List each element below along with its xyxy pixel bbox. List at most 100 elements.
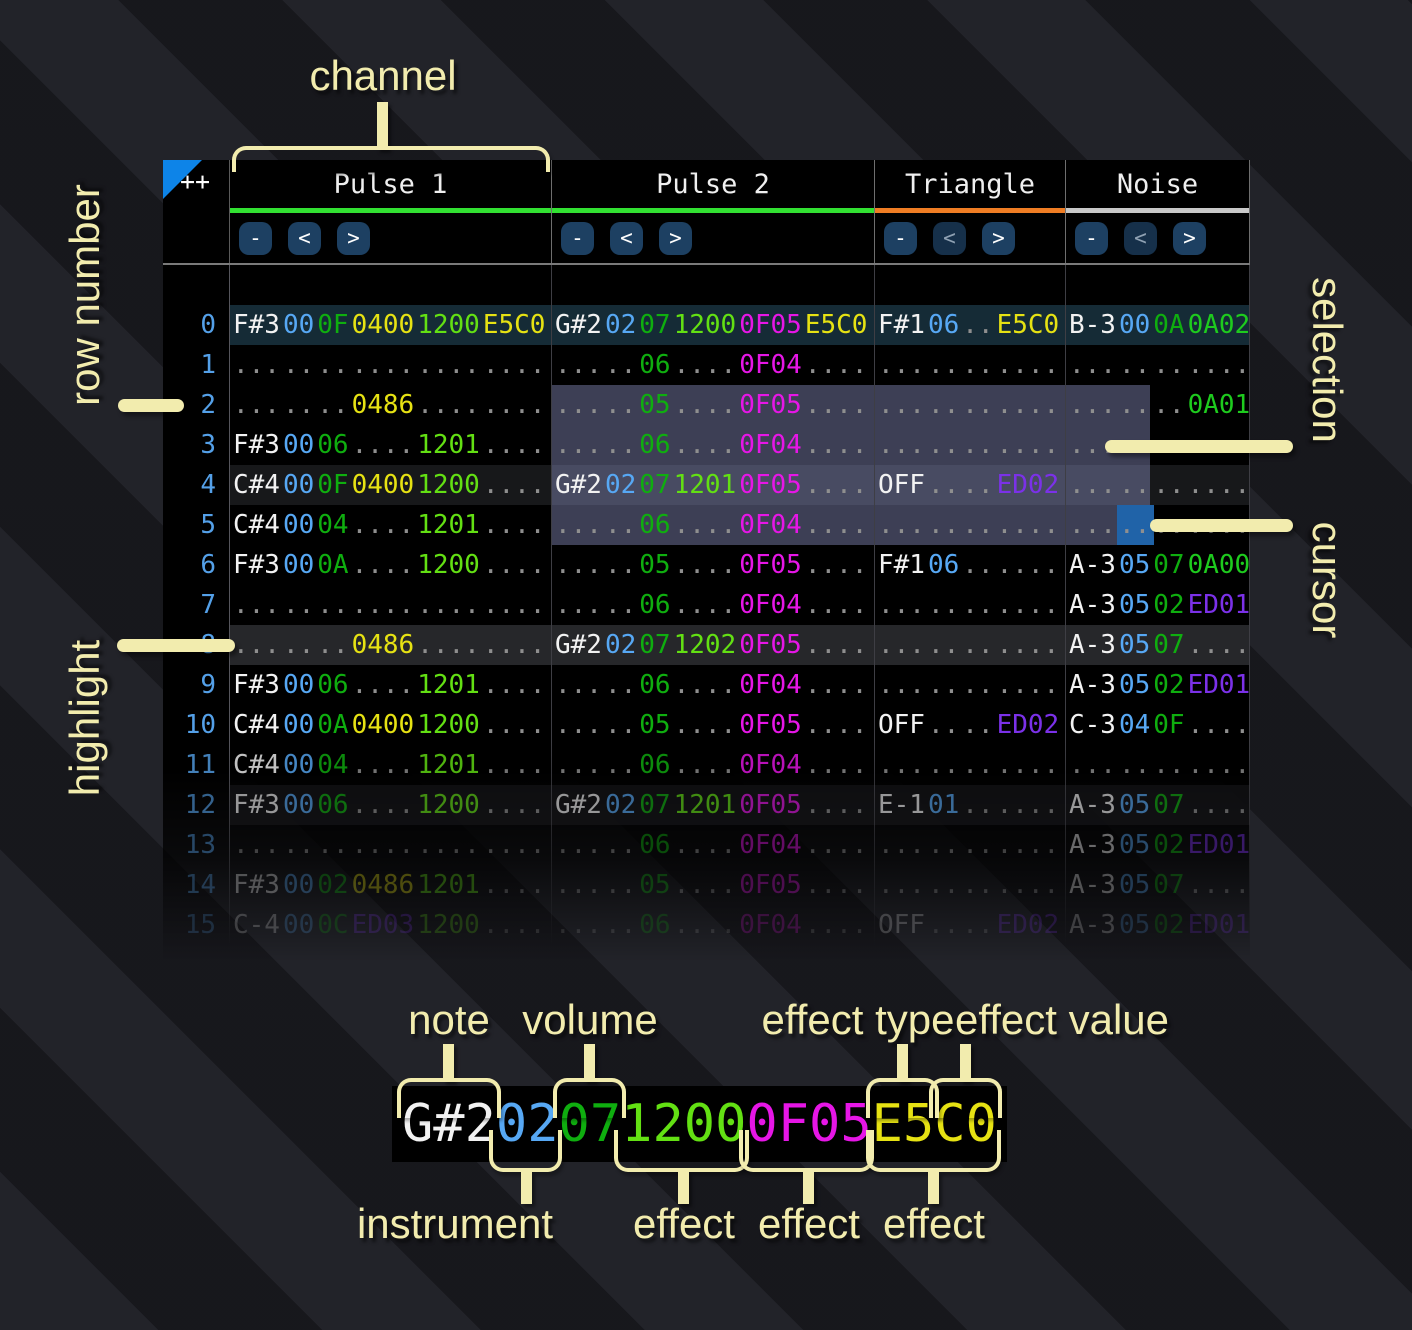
pattern-field[interactable]: .... (804, 830, 868, 860)
pattern-field[interactable]: .... (673, 830, 737, 860)
pattern-field[interactable]: .... (1187, 790, 1250, 820)
pattern-field[interactable]: .... (804, 910, 868, 940)
pattern-field[interactable]: 0F05 (739, 710, 802, 740)
pattern-field[interactable]: 02 (604, 310, 637, 340)
pattern-field[interactable]: .. (317, 830, 349, 860)
pattern-field[interactable]: .. (282, 590, 315, 620)
pattern-field[interactable]: 0A (317, 710, 349, 740)
pattern-field[interactable]: 05 (639, 550, 671, 580)
pattern-field[interactable]: .. (1153, 750, 1185, 780)
pattern-cell-p1[interactable]: ....... 0486........ (230, 625, 552, 665)
pattern-field[interactable]: .. (962, 750, 994, 780)
pattern-field[interactable]: .. (962, 910, 994, 940)
pattern-field[interactable]: 06 (317, 670, 349, 700)
pattern-field[interactable]: .. (317, 590, 349, 620)
pattern-field[interactable]: .... (482, 910, 546, 940)
pattern-cell-p1[interactable]: F#3 00 0A.... 1200.... (230, 545, 552, 585)
pattern-field[interactable]: .... (673, 510, 737, 540)
pattern-field[interactable]: .... (804, 670, 868, 700)
pattern-field[interactable]: .. (927, 750, 960, 780)
pattern-cell-t[interactable]: ........... (875, 745, 1066, 785)
pattern-field[interactable]: C#4 (233, 750, 280, 780)
pattern-cell-no[interactable]: A-3 05 02 ED01 (1066, 665, 1250, 705)
pattern-field[interactable]: 0F05 (739, 470, 802, 500)
pattern-field[interactable]: 00 (282, 670, 315, 700)
pattern-field[interactable]: ... (878, 750, 925, 780)
pattern-cell-no[interactable]: A-3 05 02 ED01 (1066, 905, 1250, 945)
pattern-field[interactable]: OFF (878, 910, 925, 940)
remove-effect-column-button[interactable]: < (288, 221, 321, 255)
pattern-cell-t[interactable]: ........... (875, 505, 1066, 545)
pattern-field[interactable]: G#2 (555, 790, 602, 820)
pattern-field[interactable]: .... (673, 590, 737, 620)
pattern-field[interactable]: .... (1187, 470, 1250, 500)
pattern-field[interactable]: .... (482, 670, 546, 700)
channel-name-noise[interactable]: Noise (1116, 169, 1199, 200)
pattern-field[interactable]: 0A00 (1187, 550, 1250, 580)
pattern-field[interactable]: ... (1069, 510, 1116, 540)
pattern-field[interactable]: F#3 (233, 790, 280, 820)
pattern-field[interactable]: 02 (1153, 670, 1185, 700)
pattern-field[interactable]: 1201 (417, 870, 480, 900)
pattern-field[interactable]: 05 (1118, 790, 1151, 820)
pattern-field[interactable]: 05 (1118, 550, 1151, 580)
pattern-field[interactable]: .. (962, 710, 994, 740)
pattern-field[interactable]: .... (673, 550, 737, 580)
pattern-cell-p1[interactable]: ................... (230, 825, 552, 865)
pattern-field[interactable]: OFF (878, 470, 925, 500)
pattern-field[interactable]: ... (555, 870, 602, 900)
pattern-field[interactable]: .... (996, 550, 1060, 580)
pattern-corner[interactable]: ++ (163, 160, 230, 263)
pattern-field[interactable]: .... (804, 510, 868, 540)
pattern-field[interactable]: .... (804, 350, 868, 380)
pattern-field[interactable]: .. (927, 710, 960, 740)
pattern-field[interactable]: .. (962, 790, 994, 820)
pattern-field[interactable]: ... (555, 350, 602, 380)
pattern-field[interactable]: .. (962, 430, 994, 460)
pattern-field[interactable]: 1201 (417, 750, 480, 780)
pattern-field[interactable]: 00 (282, 910, 315, 940)
pattern-field[interactable]: .... (673, 870, 737, 900)
pattern-cell-no[interactable]: ........... (1066, 745, 1250, 785)
pattern-cell-t[interactable]: ........... (875, 865, 1066, 905)
pattern-field[interactable]: 02 (604, 470, 637, 500)
pattern-field[interactable]: 0F04 (739, 430, 802, 460)
pattern-field[interactable]: .... (1187, 630, 1250, 660)
pattern-field[interactable]: .... (351, 670, 415, 700)
channel-name-pulse-1[interactable]: Pulse 1 (333, 169, 448, 200)
pattern-field[interactable]: F#3 (233, 670, 280, 700)
pattern-field[interactable]: 07 (1153, 630, 1185, 660)
pattern-field[interactable]: ... (878, 350, 925, 380)
pattern-cell-p2[interactable]: ..... 05.... 0F05.... (552, 705, 875, 745)
pattern-field[interactable]: 0F04 (739, 350, 802, 380)
pattern-field[interactable]: .... (351, 350, 415, 380)
pattern-field[interactable]: .. (282, 830, 315, 860)
pattern-field[interactable]: 1200 (417, 470, 480, 500)
pattern-field[interactable]: .. (604, 750, 637, 780)
pattern-cell-p1[interactable]: C#4 00 0A 0400 1200.... (230, 705, 552, 745)
pattern-field[interactable]: .. (927, 350, 960, 380)
pattern-field[interactable]: 0F (317, 470, 349, 500)
pattern-field[interactable]: .. (927, 470, 960, 500)
pattern-cell-no[interactable]: A-3 05 02 ED01 (1066, 825, 1250, 865)
pattern-field[interactable]: 1200 (673, 310, 737, 340)
pattern-field[interactable]: .... (996, 430, 1060, 460)
pattern-field[interactable]: .. (927, 510, 960, 540)
pattern-field[interactable]: .... (482, 390, 546, 420)
pattern-field[interactable]: ... (233, 350, 280, 380)
pattern-cell-p1[interactable]: C#4 00 0F 0400 1200.... (230, 465, 552, 505)
pattern-field[interactable]: .... (482, 630, 546, 660)
pattern-field[interactable]: .. (927, 390, 960, 420)
pattern-cell-t[interactable]: F#1 06.. E5C0 (875, 305, 1066, 345)
pattern-field[interactable]: .. (962, 470, 994, 500)
pattern-field[interactable]: 0F05 (739, 870, 802, 900)
pattern-field[interactable]: ... (878, 870, 925, 900)
pattern-field[interactable]: A-3 (1069, 830, 1116, 860)
pattern-cell-p2[interactable]: ..... 06.... 0F04.... (552, 665, 875, 705)
pattern-field[interactable]: .... (996, 750, 1060, 780)
pattern-cell-p1[interactable]: F#3 00 02 0486 1201.... (230, 865, 552, 905)
pattern-field[interactable]: .... (996, 390, 1060, 420)
pattern-field[interactable]: 06 (639, 430, 671, 460)
channel-name-triangle[interactable]: Triangle (904, 169, 1036, 200)
pattern-field[interactable]: .... (804, 550, 868, 580)
